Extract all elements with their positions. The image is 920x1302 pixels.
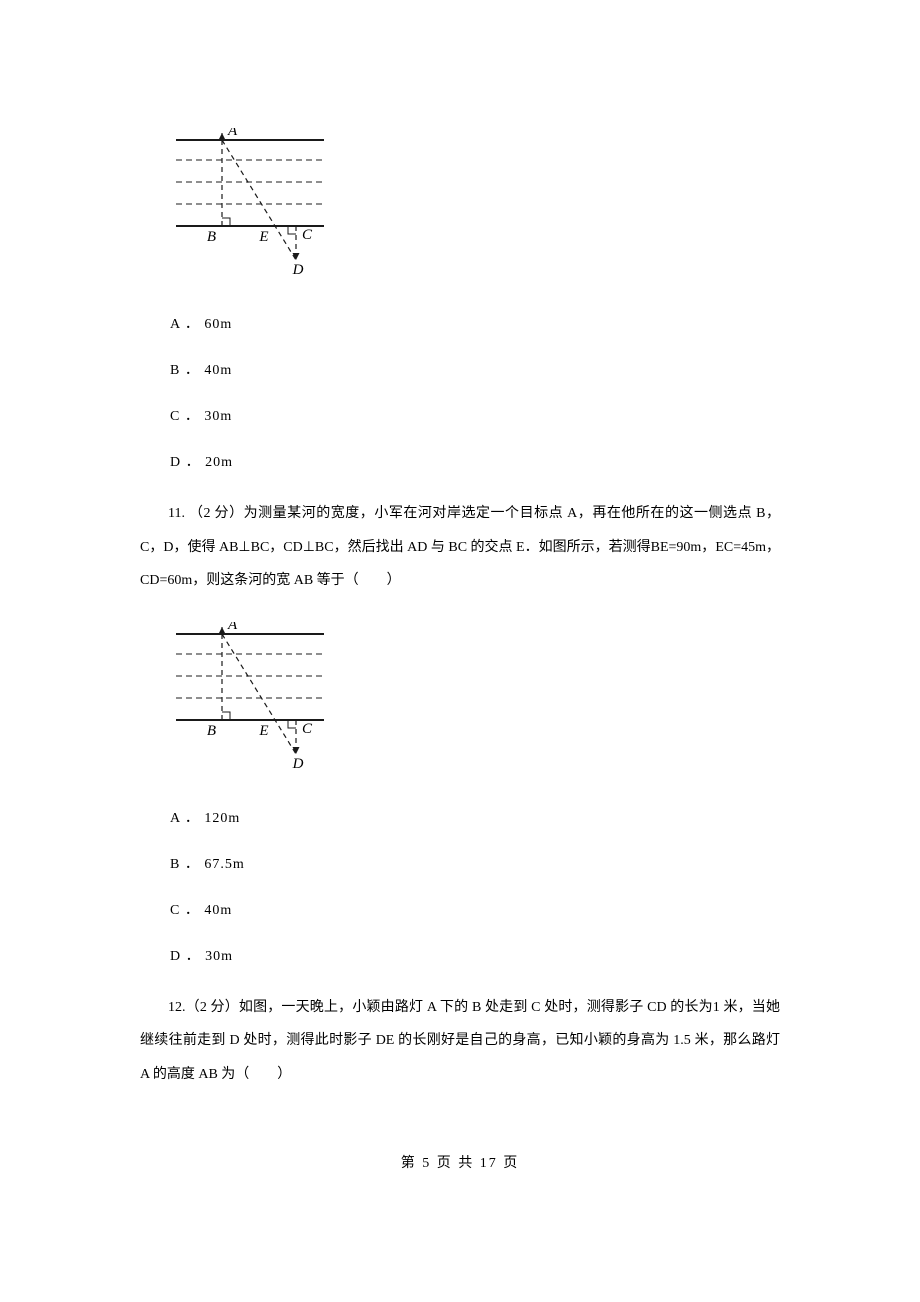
svg-text:E: E	[258, 229, 268, 245]
option-val: 30m	[204, 409, 232, 424]
option-key: C	[170, 409, 180, 424]
option-val: 120m	[204, 811, 240, 826]
option-a: A ． 120m	[170, 807, 780, 827]
option-key: A	[170, 317, 180, 332]
option-a: A ． 60m	[170, 313, 780, 333]
river-diagram-1: A B E C D	[170, 128, 330, 278]
option-d: D ． 20m	[170, 451, 780, 471]
diagram-q10: A B E C D	[170, 128, 780, 283]
svg-text:C: C	[302, 227, 313, 243]
svg-text:A: A	[227, 128, 238, 139]
option-val: 40m	[204, 903, 232, 918]
option-val: 30m	[205, 949, 233, 964]
river-diagram-2: A B E C D	[170, 622, 330, 772]
option-val: 67.5m	[204, 857, 244, 872]
svg-text:D: D	[292, 756, 304, 772]
option-val: 60m	[204, 317, 232, 332]
question-11-stem: 11. （2 分）为测量某河的宽度，小军在河对岸选定一个目标点 A，再在他所在的…	[140, 497, 780, 598]
svg-text:E: E	[258, 723, 268, 739]
svg-text:D: D	[292, 262, 304, 278]
option-key: D	[170, 455, 181, 470]
option-b: B ． 40m	[170, 359, 780, 379]
svg-text:B: B	[207, 229, 216, 245]
option-key: D	[170, 949, 181, 964]
option-key: C	[170, 903, 180, 918]
diagram-q11: A B E C D	[170, 622, 780, 777]
option-val: 40m	[204, 363, 232, 378]
option-c: C ． 40m	[170, 899, 780, 919]
svg-text:C: C	[302, 721, 313, 737]
option-d: D ． 30m	[170, 945, 780, 965]
option-c: C ． 30m	[170, 405, 780, 425]
option-key: B	[170, 363, 180, 378]
option-key: A	[170, 811, 180, 826]
svg-text:A: A	[227, 622, 238, 633]
question-12-stem: 12.（2 分）如图，一天晚上，小颖由路灯 A 下的 B 处走到 C 处时，测得…	[140, 991, 780, 1092]
svg-text:B: B	[207, 723, 216, 739]
option-key: B	[170, 857, 180, 872]
page-footer: 第 5 页 共 17 页	[140, 1152, 780, 1172]
page: A B E C D A ． 60m B ． 40m C ． 30m D ． 20m 11…	[0, 0, 920, 1212]
option-b: B ． 67.5m	[170, 853, 780, 873]
option-val: 20m	[205, 455, 233, 470]
